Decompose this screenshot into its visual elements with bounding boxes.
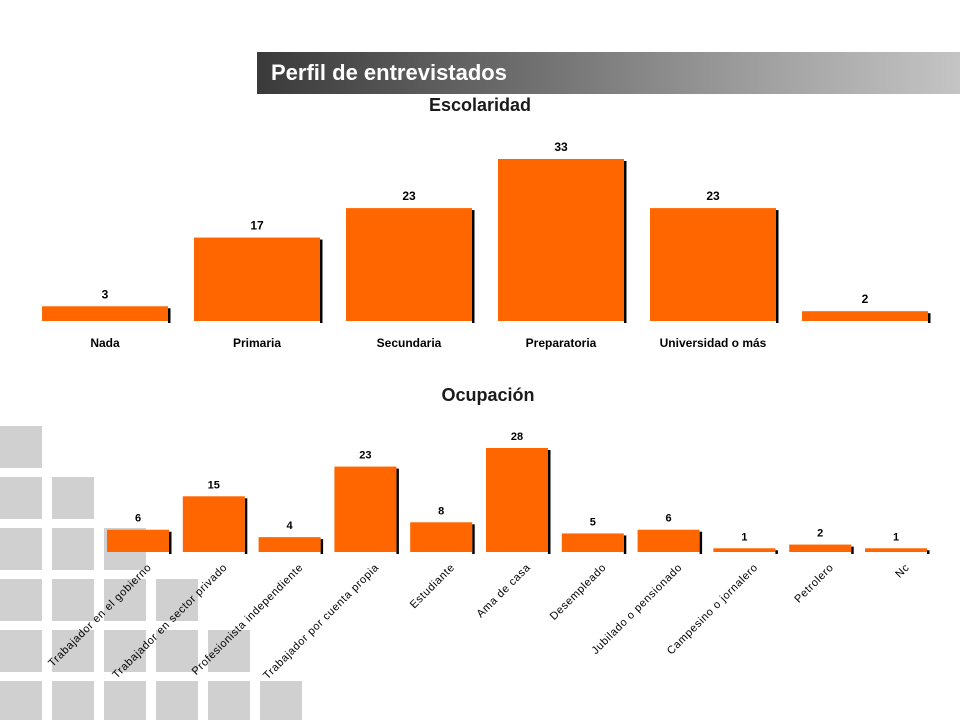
bar-shadow (623, 535, 627, 554)
bar-shadow (320, 239, 323, 323)
category-label: Primaria (233, 336, 281, 350)
category-label: Secundaria (377, 336, 442, 350)
data-label: 23 (359, 450, 371, 462)
data-label: 1 (893, 531, 899, 543)
bar (561, 533, 624, 552)
bar-shadow (396, 468, 399, 554)
data-label: 6 (135, 513, 141, 525)
category-label: Nada (90, 336, 120, 350)
category-label: Desempleado (548, 562, 609, 623)
data-label: 2 (862, 292, 869, 306)
bar (713, 548, 776, 552)
bar-shadow (699, 531, 703, 554)
bar (650, 208, 776, 321)
data-label: 3 (102, 287, 109, 301)
bar (346, 208, 472, 321)
bar-group: 33 Preparatoria (498, 140, 627, 350)
bar-shadow (624, 161, 627, 323)
data-label: 15 (208, 479, 220, 491)
bar-group: 1 Nc (865, 531, 930, 580)
bar (107, 529, 169, 552)
category-label: Campesino o jornalero (665, 562, 761, 658)
data-label: 5 (590, 516, 596, 528)
bar (637, 529, 700, 552)
bar (789, 544, 852, 552)
bar (865, 548, 927, 552)
data-label: 23 (402, 189, 416, 203)
bar (42, 306, 168, 321)
bar-shadow (169, 531, 172, 554)
bar-group: 2 Petrolero (789, 528, 854, 606)
bar (498, 159, 624, 321)
bar-group: 23 Universidad o más (650, 189, 779, 350)
bar-shadow (168, 308, 171, 323)
page-title: Perfil de entrevistados (271, 60, 507, 85)
chart-title-ocupacion: Ocupación (441, 385, 535, 405)
bar (194, 237, 320, 321)
bar-shadow (472, 210, 475, 323)
data-label: 28 (511, 431, 523, 443)
bar-shadow (244, 498, 248, 554)
bar-group: 17 Primaria (194, 219, 323, 350)
category-label: Preparatoria (526, 336, 597, 350)
header-banner (257, 52, 960, 94)
bar-group: 28 Ama de casa (475, 431, 551, 620)
data-label: 33 (554, 140, 568, 154)
category-label: Estudiante (408, 562, 457, 611)
data-label: 1 (741, 531, 747, 543)
data-label: 17 (250, 219, 264, 233)
category-label: Petrolero (792, 562, 836, 606)
data-label: 6 (666, 513, 672, 525)
bar-shadow (472, 524, 475, 554)
category-label: Universidad o más (660, 336, 767, 350)
bar (258, 537, 321, 552)
bar-shadow (320, 539, 324, 554)
bar-shadow (776, 210, 779, 323)
data-label: 23 (706, 189, 720, 203)
bar-group: 8 Estudiante (408, 505, 475, 611)
bar (802, 311, 928, 321)
bar-group: 5 Desempleado (548, 516, 627, 623)
bar-group: 2 (802, 292, 931, 323)
bar (486, 448, 548, 552)
bar-shadow (927, 550, 930, 554)
bar (334, 466, 397, 552)
category-label: Ama de casa (475, 561, 534, 620)
bar-group: 3 Nada (42, 287, 171, 350)
bar-shadow (548, 450, 551, 554)
data-label: 2 (817, 528, 823, 540)
data-label: 8 (438, 505, 444, 517)
data-label: 4 (287, 520, 294, 532)
chart-title-escolaridad: Escolaridad (428, 95, 532, 115)
bar-shadow (775, 550, 778, 554)
bar (182, 496, 245, 552)
bar (410, 522, 473, 552)
bar-shadow (851, 546, 854, 554)
bar-shadow (928, 313, 931, 323)
bar-group: 23 Secundaria (346, 189, 475, 350)
category-label: Nc (893, 562, 912, 581)
